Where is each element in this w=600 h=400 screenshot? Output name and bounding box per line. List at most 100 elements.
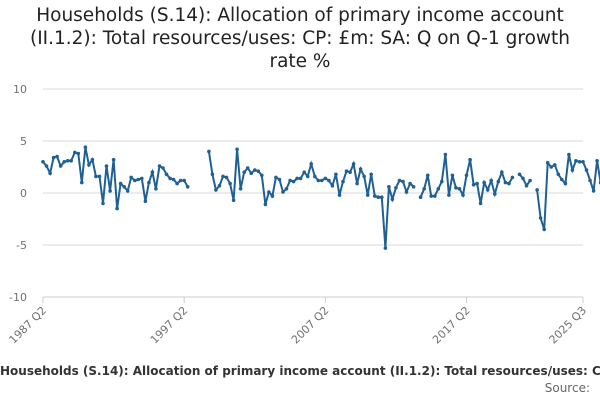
data-point [478, 201, 483, 206]
data-point [302, 170, 307, 174]
data-point [440, 179, 444, 184]
series-line [518, 173, 531, 188]
data-point [468, 157, 472, 162]
x-tick-label: 2017 Q2 [430, 304, 473, 347]
data-point [553, 163, 557, 167]
data-point [330, 183, 335, 188]
chart-title-line-3: rate % [269, 51, 331, 72]
data-point [503, 180, 508, 185]
data-point [97, 174, 102, 179]
data-point [235, 147, 239, 152]
data-point [485, 188, 490, 192]
data-point [510, 175, 515, 180]
data-point [535, 188, 539, 192]
data-point [567, 152, 571, 157]
data-point [493, 192, 497, 196]
data-point [545, 161, 550, 165]
data-point [274, 175, 278, 180]
data-point [373, 194, 377, 198]
data-point [288, 178, 292, 183]
y-tick-label: -10 [9, 291, 27, 304]
data-point [337, 193, 342, 197]
data-point [147, 180, 151, 185]
data-point [118, 181, 123, 186]
data-point [334, 172, 338, 177]
data-point [217, 183, 222, 188]
data-point [394, 186, 398, 190]
data-point [210, 172, 215, 177]
data-point [538, 216, 543, 220]
data-point [517, 172, 522, 177]
data-point [101, 201, 105, 206]
data-point [411, 185, 416, 189]
data-point [521, 176, 525, 181]
data-point [358, 167, 363, 171]
data-point [489, 178, 494, 183]
data-point [496, 179, 501, 184]
x-tick-label: 1997 Q2 [148, 304, 191, 347]
chart-title-line-1: Households (S.14): Allocation of primary… [36, 5, 564, 26]
legend-entry: Households (S.14): Allocation of primary… [0, 364, 600, 378]
data-point [253, 168, 257, 172]
data-point [443, 152, 448, 157]
data-point [224, 175, 229, 180]
data-point [115, 206, 119, 211]
data-point [369, 172, 374, 177]
data-point [560, 177, 564, 182]
data-point [108, 189, 112, 193]
data-point [309, 162, 314, 166]
data-point [549, 165, 553, 169]
data-point [323, 176, 328, 181]
data-point [447, 193, 451, 197]
data-point [221, 174, 225, 179]
data-point [157, 164, 162, 168]
data-point [313, 174, 317, 179]
data-point [69, 159, 73, 163]
data-point [104, 164, 109, 168]
data-point [140, 176, 144, 181]
data-point [41, 160, 45, 164]
data-point [327, 178, 331, 183]
data-point [164, 172, 169, 177]
data-point [348, 170, 352, 174]
data-point [574, 159, 578, 163]
data-point [263, 202, 268, 207]
legend: Households (S.14): Allocation of primary… [0, 364, 600, 380]
data-point [316, 178, 321, 183]
data-point [433, 194, 437, 198]
data-point [48, 171, 52, 175]
data-point [584, 168, 589, 172]
data-point [387, 185, 391, 189]
data-point [256, 169, 261, 173]
data-point [556, 172, 561, 177]
data-point [238, 187, 243, 191]
data-point [295, 176, 299, 181]
data-point [563, 181, 568, 186]
data-point [87, 163, 91, 167]
data-point [320, 178, 324, 183]
data-point [185, 185, 190, 189]
data-point [454, 186, 458, 190]
chart-title: Households (S.14): Allocation of primary… [0, 4, 600, 73]
data-point [471, 182, 476, 187]
data-point [65, 159, 70, 163]
series-line [536, 154, 600, 230]
data-point [171, 177, 176, 182]
data-point [380, 195, 384, 199]
data-point [390, 197, 395, 201]
data-point [94, 174, 98, 179]
data-point [150, 170, 155, 174]
data-point [305, 174, 310, 179]
data-point [542, 227, 546, 232]
data-point [365, 193, 370, 197]
data-point [291, 179, 296, 184]
data-point [588, 178, 592, 183]
data-point [457, 187, 462, 191]
data-point [129, 175, 133, 180]
data-point [111, 157, 116, 162]
data-point [397, 178, 402, 183]
data-point [418, 195, 423, 199]
data-point [581, 160, 585, 164]
data-point [376, 195, 381, 199]
data-point [182, 178, 186, 183]
